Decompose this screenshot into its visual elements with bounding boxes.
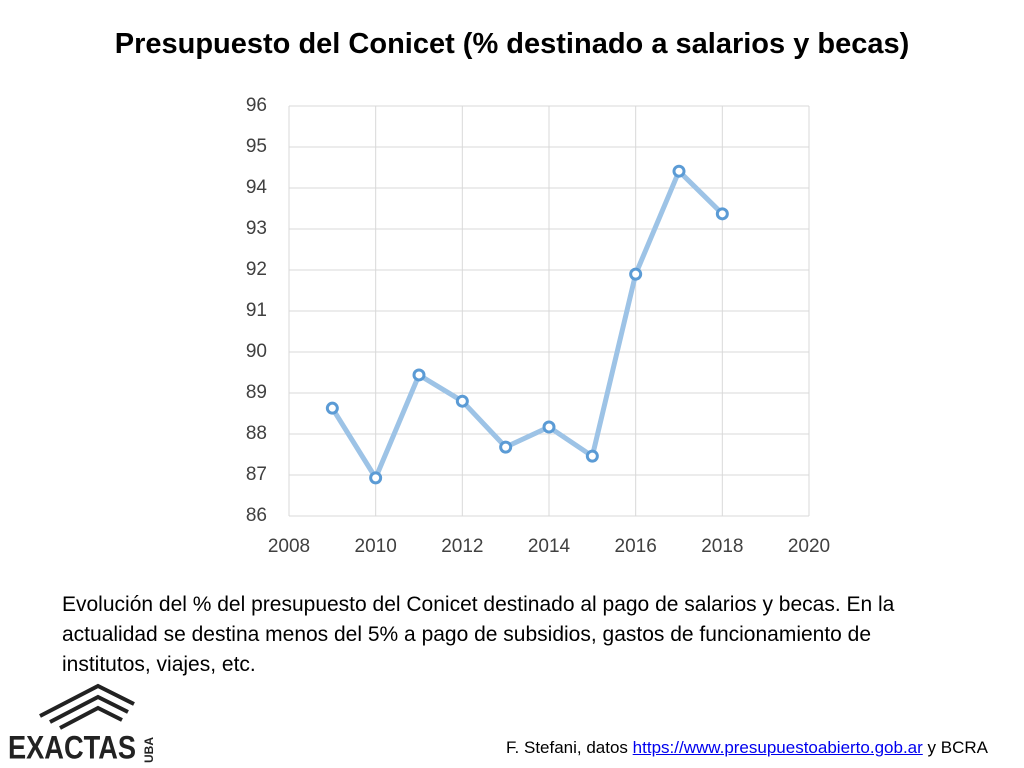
x-tick-label: 2020 (788, 536, 830, 557)
y-tick-label: 87 (246, 464, 267, 485)
data-point (629, 267, 643, 281)
series-line (330, 168, 725, 481)
source-link[interactable]: https://www.presupuestoabierto.gob.ar (632, 738, 923, 757)
logo-name: EXACTAS (8, 729, 136, 765)
x-tick-label: 2008 (268, 536, 310, 557)
data-point (585, 449, 599, 463)
x-tick-label: 2016 (615, 536, 657, 557)
y-tick-label: 88 (246, 423, 267, 444)
y-tick-label: 95 (246, 136, 267, 157)
x-tick-label: 2010 (355, 536, 397, 557)
y-tick-label: 94 (246, 177, 268, 198)
source: F. Stefani, datos https://www.presupuest… (506, 738, 988, 758)
data-point (672, 164, 686, 178)
logo-roof (39, 683, 135, 730)
y-tick-label: 86 (246, 505, 267, 526)
title: Presupuesto del Conicet (% destinado a s… (114, 28, 910, 60)
logo: EXACTAS UBA (8, 683, 156, 765)
data-point (412, 368, 426, 382)
source-prefix: F. Stefani, datos (506, 738, 628, 757)
x-tick-label: 2014 (528, 536, 571, 557)
data-point (542, 420, 556, 434)
x-tick-label: 2018 (701, 536, 743, 557)
y-tick-label: 93 (246, 218, 267, 239)
y-tick-label: 92 (246, 259, 267, 280)
y-tick-label: 91 (246, 300, 267, 321)
data-point (499, 440, 513, 454)
source-suffix: y BCRA (927, 738, 988, 757)
data-point (715, 207, 729, 221)
data-point (369, 471, 383, 485)
data-point (325, 401, 339, 415)
logo-sub: UBA (142, 737, 156, 763)
y-tick-label: 89 (246, 382, 267, 403)
data-point (455, 394, 469, 408)
chart: 86 87 88 89 90 91 92 93 94 95 96 2008 2010 2012 2014 20… (246, 95, 830, 557)
y-tick-label: 96 (246, 95, 267, 116)
caption: Evolución del % del presupuesto del Coni… (62, 593, 895, 676)
y-tick-label: 90 (246, 341, 267, 362)
x-tick-label: 2012 (441, 536, 483, 557)
